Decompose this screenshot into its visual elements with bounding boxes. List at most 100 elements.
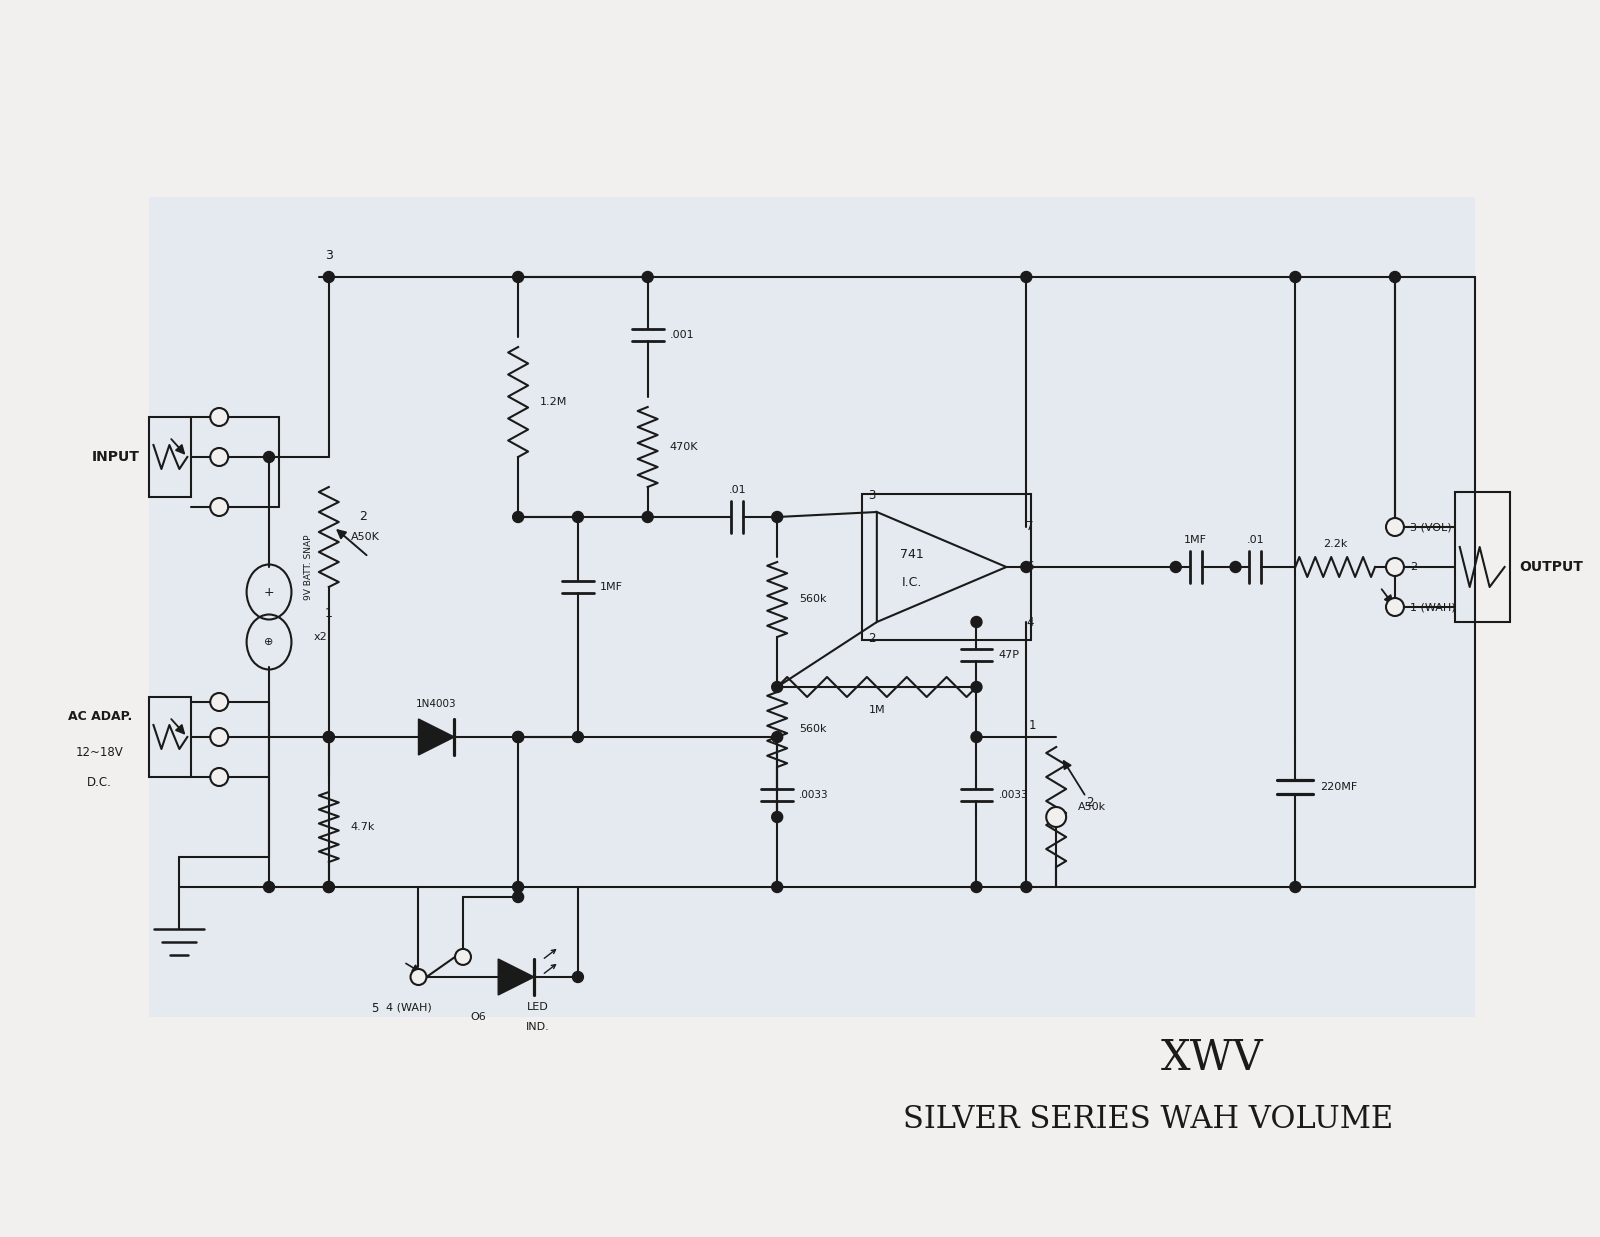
Circle shape [210,499,229,516]
Text: +: + [264,585,274,599]
Circle shape [210,448,229,466]
Polygon shape [419,719,454,755]
Circle shape [323,731,334,742]
Text: SILVER SERIES WAH VOLUME: SILVER SERIES WAH VOLUME [902,1103,1394,1136]
Text: 560k: 560k [798,595,827,605]
Circle shape [642,271,653,282]
Circle shape [411,969,427,985]
Circle shape [512,731,523,742]
Text: A50K: A50K [350,532,379,542]
Text: 3: 3 [325,249,333,262]
Text: AC ADAP.: AC ADAP. [67,710,131,724]
Circle shape [1046,807,1066,828]
Circle shape [771,811,782,823]
Text: I.C.: I.C. [901,575,922,589]
Circle shape [210,768,229,785]
Circle shape [771,731,782,742]
Text: .0033: .0033 [798,789,829,799]
Circle shape [323,882,334,893]
Circle shape [1386,597,1403,616]
Text: 1MF: 1MF [600,581,622,593]
Text: 741: 741 [899,548,923,560]
Text: OUTPUT: OUTPUT [1520,560,1584,574]
Text: 1.2M: 1.2M [541,397,568,407]
Circle shape [1389,271,1400,282]
Text: .001: .001 [669,329,694,339]
Text: D.C.: D.C. [88,776,112,788]
Circle shape [1290,882,1301,893]
Bar [149,197,1475,1017]
Circle shape [1386,518,1403,536]
Text: 3: 3 [869,489,875,502]
Text: LED: LED [526,1002,549,1012]
Text: 1MF: 1MF [1184,534,1206,546]
Circle shape [323,731,334,742]
Text: 2: 2 [358,511,366,523]
Text: 1: 1 [1029,719,1037,732]
Circle shape [771,882,782,893]
Text: 4 (WAH): 4 (WAH) [386,1002,432,1012]
Text: ⊕: ⊕ [264,637,274,647]
Circle shape [454,949,470,965]
Text: 470K: 470K [669,442,698,452]
Circle shape [573,731,584,742]
Circle shape [1290,271,1301,282]
Text: 1N4003: 1N4003 [416,699,456,709]
Circle shape [323,882,334,893]
Text: .01: .01 [728,485,746,495]
Circle shape [971,882,982,893]
Text: 1M: 1M [869,705,885,715]
Text: IND.: IND. [526,1022,550,1032]
Circle shape [210,693,229,711]
Text: 7: 7 [1026,521,1034,533]
Circle shape [1386,558,1403,576]
Text: 2: 2 [1086,795,1093,809]
Circle shape [771,682,782,693]
Circle shape [1021,882,1032,893]
Circle shape [210,729,229,746]
Text: XWV: XWV [1160,1037,1262,1079]
Circle shape [323,271,334,282]
Circle shape [1389,562,1400,573]
Text: 3 (VOL): 3 (VOL) [1410,522,1451,532]
Circle shape [971,616,982,627]
Text: A50k: A50k [1078,802,1106,811]
Text: 2: 2 [869,632,875,644]
Circle shape [264,452,275,463]
Circle shape [1021,271,1032,282]
Circle shape [512,731,523,742]
Text: INPUT: INPUT [91,450,139,464]
Circle shape [642,512,653,522]
Text: 560k: 560k [798,725,827,735]
Circle shape [1170,562,1181,573]
Circle shape [771,512,782,522]
Circle shape [971,682,982,693]
Text: 47P: 47P [998,649,1019,659]
Text: 9V BATT. SNAP: 9V BATT. SNAP [304,534,314,600]
Bar [1454,492,1509,622]
Circle shape [971,731,982,742]
Text: O6: O6 [470,1012,486,1022]
Text: 5: 5 [371,1002,379,1016]
Bar [149,417,192,497]
Circle shape [264,882,275,893]
Text: .01: .01 [1246,534,1264,546]
Text: .0033: .0033 [998,789,1029,799]
Text: x2: x2 [314,632,328,642]
Text: 12~18V: 12~18V [75,746,123,758]
Circle shape [573,512,584,522]
Text: 2.2k: 2.2k [1323,539,1347,549]
Text: 1 (WAH): 1 (WAH) [1410,602,1456,612]
Circle shape [512,512,523,522]
Text: 1: 1 [325,607,333,620]
Text: 4: 4 [1026,616,1034,628]
Circle shape [210,408,229,426]
Text: 6: 6 [1026,560,1034,574]
Bar [149,696,192,777]
Circle shape [1021,562,1032,573]
Text: 4.7k: 4.7k [350,823,374,833]
Polygon shape [498,959,534,995]
Circle shape [512,892,523,903]
Bar [862,494,1032,640]
Text: 2: 2 [1410,562,1418,571]
